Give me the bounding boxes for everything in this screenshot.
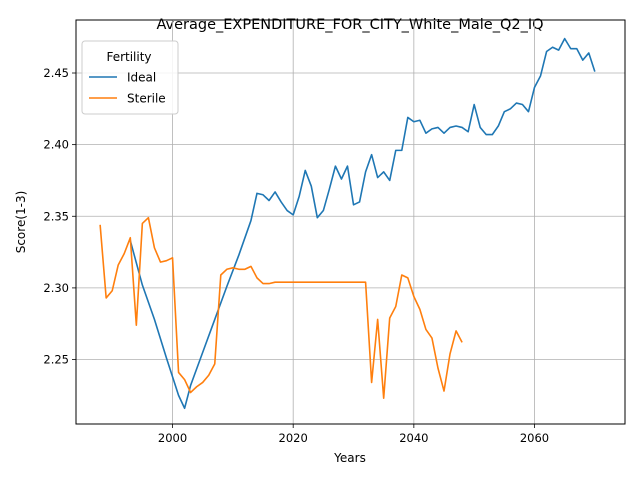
y-tick-label: 2.45 (43, 66, 69, 80)
plot-area-frame (75, 19, 626, 425)
y-tick-label: 2.25 (43, 353, 69, 367)
x-tick-label: 2020 (279, 431, 308, 445)
series-lines (99, 37, 596, 410)
legend: Fertility Ideal Sterile (81, 40, 179, 115)
axis-ticks: 2000 2020 2040 2060 2.25 2.30 2.35 2.40 2.45 (43, 66, 549, 445)
x-tick-label: 2060 (520, 431, 549, 445)
series-line-sterile (99, 216, 463, 400)
y-axis-label: Score(1-3) (14, 191, 28, 254)
chart-title: Average_EXPENDITURE_FOR_CITY_White_Male_… (156, 17, 543, 33)
legend-title: Fertility (106, 50, 151, 64)
y-tick-label: 2.40 (43, 138, 69, 152)
x-axis-label: Years (333, 451, 366, 465)
x-tick-label: 2040 (399, 431, 428, 445)
x-tick-label: 2000 (158, 431, 187, 445)
legend-label-ideal: Ideal (127, 71, 156, 85)
legend-label-sterile: Sterile (127, 92, 166, 106)
y-tick-label: 2.35 (43, 209, 69, 223)
legend-box (81, 40, 179, 115)
series-line-ideal (129, 37, 596, 410)
y-tick-label: 2.30 (43, 281, 69, 295)
